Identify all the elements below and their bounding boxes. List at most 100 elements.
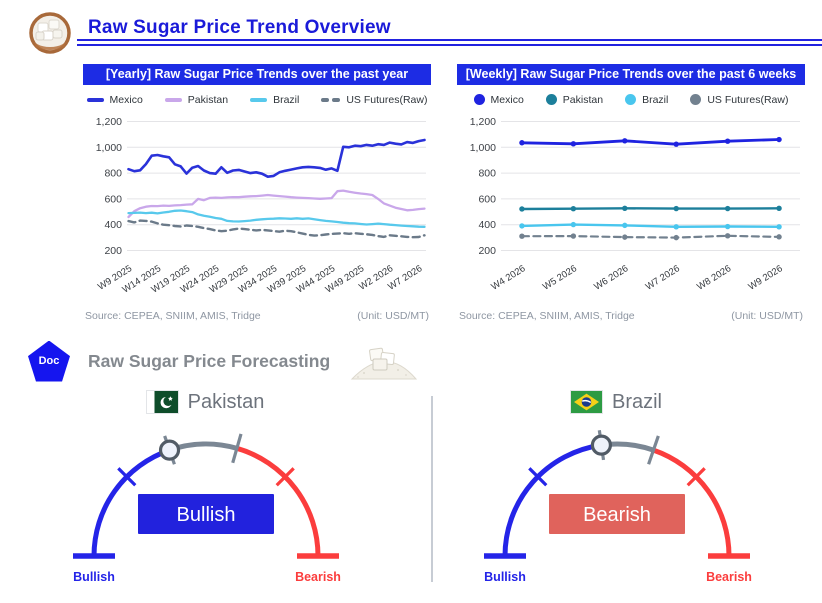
weekly-line-chart[interactable]: 200 400 600 800 1,000 1,200 W4 2026 W5 2026 W6 2…: [457, 109, 805, 309]
series-line-mexico: [520, 138, 781, 146]
data-point: [673, 141, 679, 147]
y-tick-label: 1,200: [470, 116, 496, 128]
yearly-chart-legend: Mexico Pakistan Brazil US Futures(Raw): [83, 92, 431, 107]
legend-item-mexico: Mexico: [86, 93, 143, 106]
bullish-axis-label: Bullish: [73, 570, 115, 584]
gauge-needle-marker: [158, 439, 180, 461]
data-point: [622, 205, 628, 212]
bearish-axis-label: Bearish: [295, 570, 341, 584]
legend-item-brazil: Brazil: [625, 94, 668, 106]
legend-swatch: [473, 94, 485, 105]
legend-swatch: [545, 94, 557, 105]
y-tick-label: 600: [478, 193, 496, 205]
pakistan-flag-icon: [146, 391, 178, 413]
gauge-tick: [230, 433, 243, 464]
gauge-tick: [116, 467, 136, 487]
gauge-arc: [652, 447, 731, 557]
data-point: [673, 205, 679, 212]
data-point: [570, 141, 577, 147]
source-text: Source: CEPEA, SNIIM, AMIS, Tridge: [85, 310, 261, 322]
y-tick-label: 200: [104, 245, 122, 257]
doc-pentagon-icon: Doc: [28, 340, 70, 382]
series-line-us-futures-raw-: [520, 234, 781, 239]
series-line-pakistan: [520, 207, 781, 211]
legend-item-us-futures-raw-: US Futures(Raw): [690, 94, 788, 106]
data-point: [673, 234, 679, 241]
bullish-axis-label: Bullish: [484, 570, 526, 584]
brazil-flag-icon: [570, 391, 602, 413]
forecast-header: Doc Raw Sugar Price Forecasting: [28, 340, 822, 382]
data-point: [519, 233, 525, 239]
data-point: [724, 233, 731, 239]
brazil-gauge-chart: Bearish Bullish Bearish: [483, 430, 752, 584]
x-tick-label: W9 2026: [747, 263, 785, 292]
gauge-arc: [91, 447, 170, 557]
plot-area: 200 400 600 800 1,000 1,200 W4 2026 W5 2026 W6 2…: [470, 116, 800, 293]
legend-swatch: [625, 94, 637, 105]
gauge-country-label: Pakistan: [187, 390, 265, 413]
data-point: [776, 234, 782, 240]
gauge-tick: [527, 467, 547, 487]
doc-badge-label: Doc: [38, 355, 60, 367]
gauge-arc: [235, 445, 320, 557]
bearish-axis-label: Bearish: [706, 570, 752, 584]
gauge-needle-marker: [590, 434, 612, 456]
legend-label: US Futures(Raw): [707, 93, 789, 106]
pakistan-gauge-chart: Bullish Bullish Bearish: [72, 433, 341, 584]
verdict-box: [137, 494, 274, 534]
verdict-label: Bearish: [583, 504, 651, 526]
y-tick-label: 1,000: [470, 142, 496, 154]
data-point: [724, 205, 731, 212]
legend-swatch: [321, 97, 341, 102]
data-point: [776, 136, 782, 143]
legend-label: US Futures(Raw): [346, 93, 428, 106]
legend-swatch: [690, 94, 702, 105]
series-line-brazil: [127, 209, 426, 228]
y-tick-label: 1,200: [96, 116, 122, 128]
data-point: [570, 206, 577, 212]
weekly-chart-banner: [Weekly] Raw Sugar Price Trends over the…: [457, 64, 805, 85]
y-tick-label: 200: [478, 245, 496, 257]
data-point: [622, 222, 628, 229]
data-point: [622, 138, 628, 144]
data-point: [570, 221, 577, 228]
gauge-tick: [646, 435, 660, 465]
data-point: [724, 138, 731, 144]
data-point: [519, 206, 525, 212]
y-tick-label: 400: [104, 219, 122, 231]
series-line-pakistan: [127, 189, 426, 219]
page-title: Raw Sugar Price Trend Overview: [88, 17, 391, 38]
legend-label: Mexico: [109, 93, 143, 106]
gauges-row: Pakistan Bullish Bullish Bearish Brazil Be…: [0, 388, 822, 590]
verdict-label: Bullish: [176, 504, 235, 526]
series-line-us-futures-raw-: [127, 219, 426, 239]
weekly-chart-panel: [Weekly] Raw Sugar Price Trends over the…: [457, 64, 805, 322]
legend-swatch: [164, 97, 182, 102]
gauge-country-label: Brazil: [611, 390, 662, 413]
sugar-pile-icon: [350, 347, 418, 380]
pakistan-gauge: Pakistan Bullish Bullish Bearish: [0, 388, 411, 590]
forecast-title: Raw Sugar Price Forecasting: [88, 350, 331, 371]
y-tick-label: 400: [478, 219, 496, 231]
yearly-chart-panel: [Yearly] Raw Sugar Price Trends over the…: [83, 64, 431, 322]
yearly-chart-banner: [Yearly] Raw Sugar Price Trends over the…: [83, 64, 431, 85]
legend-item-pakistan: Pakistan: [164, 94, 228, 106]
legend-item-mexico: Mexico: [473, 94, 524, 106]
x-tick-label: W5 2026: [541, 263, 579, 292]
title-underline: [77, 39, 822, 46]
charts-row: [Yearly] Raw Sugar Price Trends over the…: [83, 64, 805, 322]
y-tick-label: 800: [478, 168, 496, 180]
gauge-arc: [502, 442, 602, 557]
gauge-tick: [686, 467, 706, 487]
data-point: [776, 224, 782, 230]
data-point: [622, 234, 628, 240]
x-tick-label: W4 2026: [489, 263, 527, 292]
data-point: [519, 140, 525, 146]
legend-label: Brazil: [273, 93, 300, 106]
brazil-gauge: Brazil Bearish Bullish Bearish: [411, 388, 822, 590]
source-text: Source: CEPEA, SNIIM, AMIS, Tridge: [459, 310, 635, 322]
series-line-brazil: [520, 223, 781, 229]
gauge-divider: [431, 396, 433, 582]
